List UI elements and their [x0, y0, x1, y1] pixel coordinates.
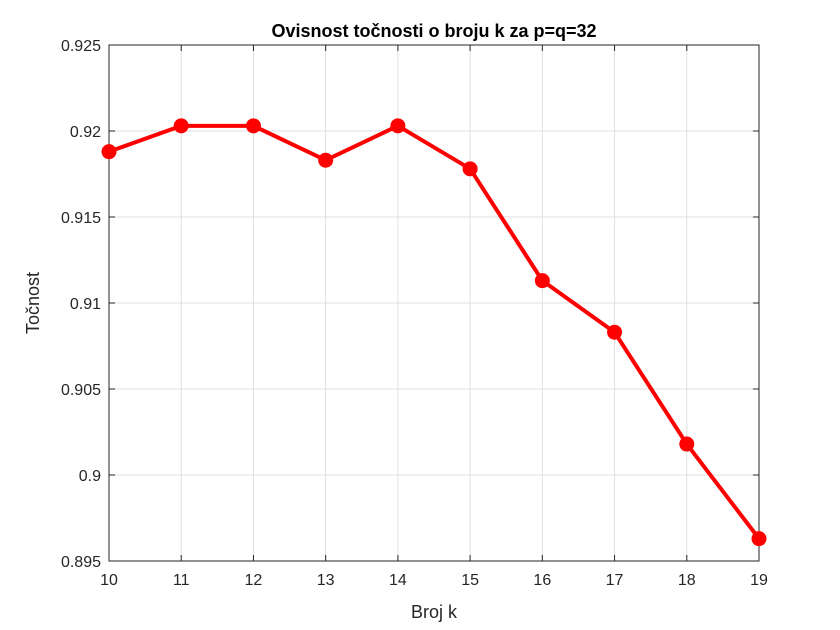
y-tick-label: 0.9	[79, 468, 101, 485]
y-tick-label: 0.915	[61, 210, 101, 227]
chart-title: Ovisnost točnosti o broju k za p=q=32	[271, 21, 596, 41]
data-point	[245, 118, 261, 134]
x-tick-label: 10	[100, 572, 118, 589]
x-tick-label: 13	[317, 572, 335, 589]
y-tick-label: 0.895	[61, 554, 101, 571]
x-tick-label: 19	[750, 572, 768, 589]
x-tick-label: 11	[173, 572, 190, 589]
x-tick-label: 16	[533, 572, 551, 589]
data-point	[462, 161, 478, 177]
x-tick-label: 14	[389, 572, 407, 589]
axis-ticks: 10 11 12 13 14 15 16 17 18 19 0.895 0.9 0.905 0.91 0.9…	[61, 38, 768, 589]
x-tick-label: 12	[245, 572, 263, 589]
data-point	[173, 118, 189, 134]
data-point	[679, 436, 695, 452]
data-point	[390, 118, 406, 134]
data-point	[607, 324, 623, 340]
series-line	[108, 123, 761, 540]
x-tick-label: 17	[606, 572, 624, 589]
series-group	[101, 118, 767, 547]
y-tick-label: 0.905	[61, 382, 101, 399]
x-tick-label: 18	[678, 572, 696, 589]
data-point	[101, 144, 117, 160]
y-tick-label: 0.91	[70, 296, 101, 313]
data-point	[534, 273, 550, 289]
y-tick-label: 0.92	[70, 124, 101, 141]
y-tick-label: 0.925	[61, 38, 101, 55]
grid-lines	[109, 45, 759, 561]
x-tick-label: 15	[461, 572, 479, 589]
x-axis-label: Broj k	[411, 602, 458, 622]
data-point	[318, 152, 334, 168]
data-point	[751, 531, 767, 547]
y-axis-label: Točnost	[23, 272, 43, 334]
